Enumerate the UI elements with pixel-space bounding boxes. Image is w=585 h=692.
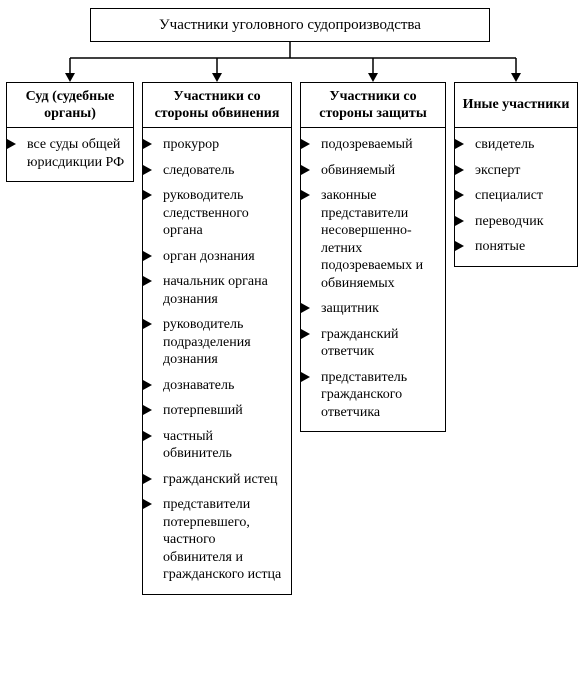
branch-item: начальник органа дознания — [149, 273, 285, 308]
branch-item-label: переводчик — [475, 214, 544, 229]
branch-item: руководитель следственного органа — [149, 187, 285, 240]
branch-header: Суд (судебные органы) — [6, 82, 134, 128]
branch-item-list: прокурор следователь руководитель следстве… — [149, 136, 285, 584]
branch-header: Участники со стороны защиты — [300, 82, 446, 128]
branch-other: Иные участники свидетель эксперт специалис… — [454, 82, 578, 267]
branch-item-label: представители потерпевшего, частного обв… — [163, 497, 281, 582]
branch-header-label: Участники со стороны обвинения — [147, 88, 287, 123]
branch-item-label: начальник органа дознания — [163, 274, 268, 307]
branch-item-list: все суды общей юрисдик­ции РФ — [13, 136, 127, 171]
branch-item-label: обвиняемый — [321, 163, 395, 178]
branch-prosecution: Участники со стороны обвинения прокурор с… — [142, 82, 292, 595]
branch-item-label: дознаватель — [163, 378, 234, 393]
branch-item-label: законные представители несовершенно­летн… — [321, 188, 423, 291]
branch-item: законные представители несовершенно­летн… — [307, 187, 439, 292]
branch-item-label: потерпевший — [163, 403, 243, 418]
branch-item-label: гражданский ответчик — [321, 327, 398, 360]
branch-item: руководитель подразделения дознания — [149, 316, 285, 369]
branch-item: эксперт — [461, 162, 571, 180]
branch-item: прокурор — [149, 136, 285, 154]
branch-header-label: Иные участники — [463, 96, 570, 114]
branch-item: следователь — [149, 162, 285, 180]
branch-item: орган дознания — [149, 248, 285, 266]
branch-item: представители потерпевшего, частного обв… — [149, 496, 285, 584]
branch-item-label: специалист — [475, 188, 543, 203]
branch-item-label: руководитель следственного органа — [163, 188, 249, 238]
branch-item: переводчик — [461, 213, 571, 231]
branch-defense: Участники со стороны защиты подозреваемы… — [300, 82, 446, 432]
branch-item-label: следователь — [163, 163, 234, 178]
branch-item-label: частный обвинитель — [163, 429, 232, 462]
branch-item-label: прокурор — [163, 137, 219, 152]
branch-item-label: представитель гражданского ответчика — [321, 370, 407, 420]
branch-item: потерпевший — [149, 402, 285, 420]
branch-body: свидетель эксперт специалист переводчик поня… — [454, 128, 578, 267]
branch-item-label: защитник — [321, 301, 379, 316]
branch-item: свидетель — [461, 136, 571, 154]
branch-item-label: руководитель подразделения дознания — [163, 317, 251, 367]
branch-item: гражданский ответчик — [307, 326, 439, 361]
branch-header: Участники со стороны обвинения — [142, 82, 292, 128]
branch-item-list: подозреваемый обвиняемый законные представ… — [307, 136, 439, 421]
branch-item: специалист — [461, 187, 571, 205]
branch-item: все суды общей юрисдик­ции РФ — [13, 136, 127, 171]
branch-item-list: свидетель эксперт специалист переводчик поня… — [461, 136, 571, 256]
branch-header-label: Участники со стороны защиты — [305, 88, 441, 123]
branch-item: защитник — [307, 300, 439, 318]
branch-item: представитель гражданского ответчика — [307, 369, 439, 422]
branch-item: гражданский истец — [149, 471, 285, 489]
branch-item-label: орган дознания — [163, 249, 255, 264]
branch-body: подозреваемый обвиняемый законные представ… — [300, 128, 446, 432]
branch-item: частный обвинитель — [149, 428, 285, 463]
branch-item: понятые — [461, 238, 571, 256]
root-label: Участники уголовного судопроизводства — [159, 17, 421, 34]
branch-item: дознаватель — [149, 377, 285, 395]
branch-item-label: эксперт — [475, 163, 520, 178]
branch-item: обвиняемый — [307, 162, 439, 180]
branch-header-label: Суд (судебные органы) — [11, 88, 129, 123]
branch-header: Иные участники — [454, 82, 578, 128]
branch-item: подозреваемый — [307, 136, 439, 154]
branch-item-label: свидетель — [475, 137, 534, 152]
branch-item-label: все суды общей юрисдик­ции РФ — [27, 137, 124, 170]
branch-body: прокурор следователь руководитель следстве… — [142, 128, 292, 595]
branch-item-label: понятые — [475, 239, 525, 254]
branch-item-label: гражданский истец — [163, 472, 278, 487]
root-node: Участники уголовного судопроизводства — [90, 8, 490, 42]
branch-court: Суд (судебные органы) все суды общей юри… — [6, 82, 134, 182]
branch-body: все суды общей юрисдик­ции РФ — [6, 128, 134, 182]
branch-item-label: подозреваемый — [321, 137, 413, 152]
